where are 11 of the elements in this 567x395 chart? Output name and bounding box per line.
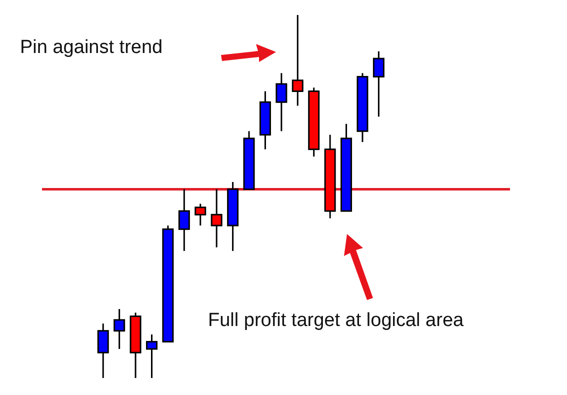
candlestick: [372, 50, 384, 118]
candlestick: [178, 188, 190, 252]
candlestick: [210, 188, 222, 248]
annotation: Full profit target at logical area: [208, 310, 464, 331]
annotation: Pin against trend: [20, 37, 163, 58]
candlestick: [292, 14, 304, 106]
candlestick: [276, 72, 288, 132]
candlestick: [194, 203, 206, 226]
candlestick: [97, 322, 109, 379]
candlestick: [114, 308, 126, 350]
candlestick: [146, 334, 158, 379]
